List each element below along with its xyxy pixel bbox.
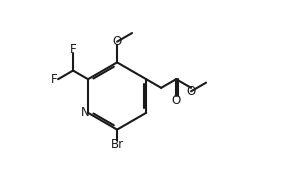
Text: O: O bbox=[113, 35, 122, 48]
Text: F: F bbox=[51, 73, 58, 86]
Text: O: O bbox=[172, 94, 181, 107]
Text: O: O bbox=[187, 85, 196, 98]
Text: N: N bbox=[81, 106, 90, 119]
Text: Br: Br bbox=[111, 137, 124, 151]
Text: F: F bbox=[70, 43, 76, 56]
